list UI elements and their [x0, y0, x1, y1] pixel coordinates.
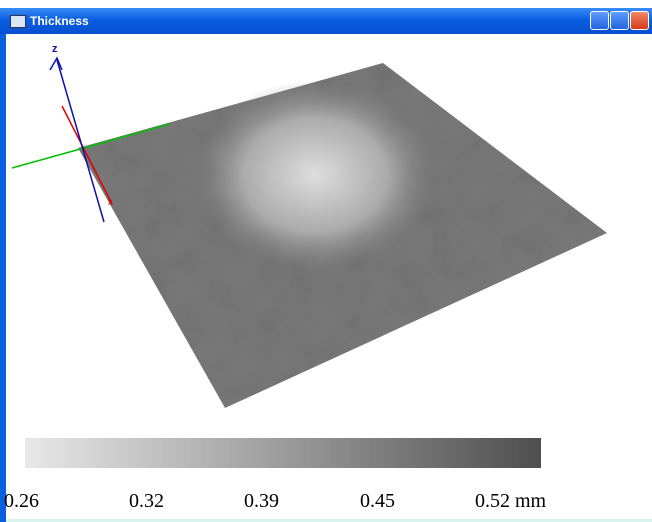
window: Thickness z x 0.26 0.32 0.39 0.45 0.52 m…	[0, 0, 652, 522]
colorbar-label: 0.39	[244, 490, 279, 513]
x-axis-label: x	[108, 197, 113, 207]
colorbar-label: 0.45	[360, 490, 395, 513]
colorbar-label: 0.32	[129, 490, 164, 513]
colorbar-label: 0.52 mm	[475, 490, 546, 513]
z-arrow	[50, 58, 62, 70]
colorbar-label: 0.26	[4, 490, 39, 513]
colorbar	[25, 438, 541, 468]
z-axis-label: z	[52, 43, 58, 55]
surface-view: z x	[0, 0, 652, 522]
dome	[195, 80, 435, 270]
z-axis	[57, 60, 104, 222]
